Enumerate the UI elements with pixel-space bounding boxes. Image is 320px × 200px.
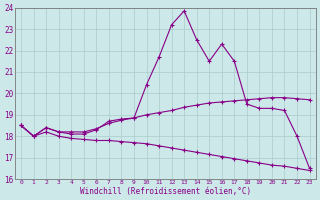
X-axis label: Windchill (Refroidissement éolien,°C): Windchill (Refroidissement éolien,°C) — [80, 187, 251, 196]
